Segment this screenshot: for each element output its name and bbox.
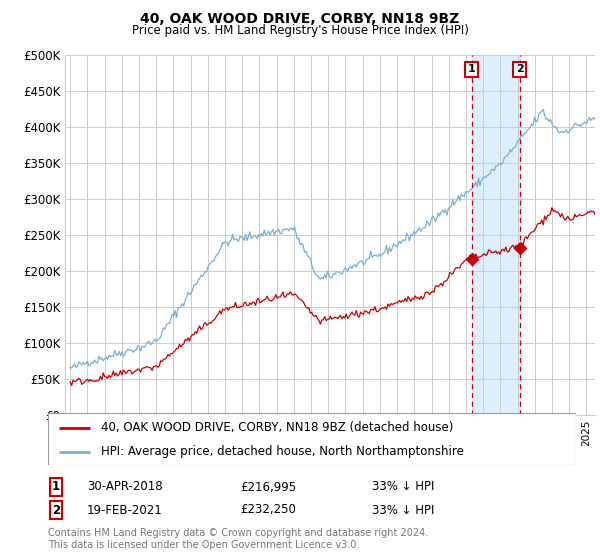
- Text: Contains HM Land Registry data © Crown copyright and database right 2024.
This d: Contains HM Land Registry data © Crown c…: [48, 528, 428, 549]
- Text: 40, OAK WOOD DRIVE, CORBY, NN18 9BZ (detached house): 40, OAK WOOD DRIVE, CORBY, NN18 9BZ (det…: [101, 421, 453, 434]
- Text: 33% ↓ HPI: 33% ↓ HPI: [372, 503, 434, 516]
- Text: 30-APR-2018: 30-APR-2018: [87, 480, 163, 493]
- Text: 33% ↓ HPI: 33% ↓ HPI: [372, 480, 434, 493]
- Text: £232,250: £232,250: [240, 503, 296, 516]
- Text: HPI: Average price, detached house, North Northamptonshire: HPI: Average price, detached house, Nort…: [101, 446, 464, 459]
- Bar: [472, 55, 520, 415]
- Text: 1: 1: [468, 64, 475, 74]
- Text: 40, OAK WOOD DRIVE, CORBY, NN18 9BZ: 40, OAK WOOD DRIVE, CORBY, NN18 9BZ: [140, 12, 460, 26]
- Text: £216,995: £216,995: [240, 480, 296, 493]
- Text: 2: 2: [52, 503, 60, 516]
- Text: 19-FEB-2021: 19-FEB-2021: [87, 503, 163, 516]
- Text: 1: 1: [52, 480, 60, 493]
- Text: Price paid vs. HM Land Registry's House Price Index (HPI): Price paid vs. HM Land Registry's House …: [131, 24, 469, 36]
- Text: 2: 2: [516, 64, 524, 74]
